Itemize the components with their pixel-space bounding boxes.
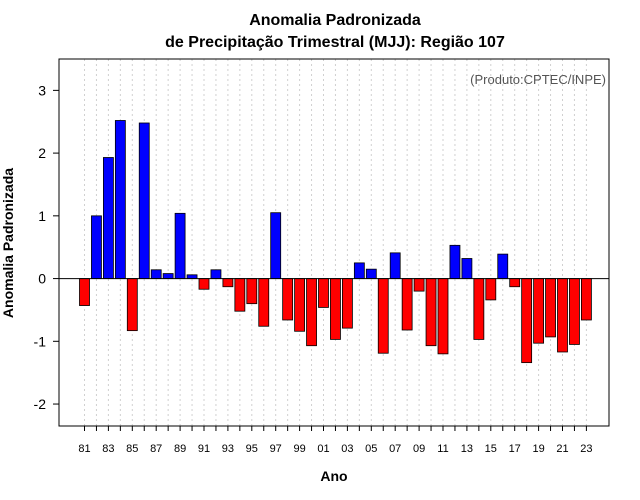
bar-2012 [449,244,461,279]
bars [79,120,592,364]
x-axis-title: Ano [320,468,347,484]
x-tick-label: 03 [341,443,353,455]
bar-2018 [521,278,533,364]
bar-2002 [330,278,341,340]
bar-1997 [270,212,282,279]
x-tick-label: 15 [485,443,497,455]
y-tick-label: 2 [38,145,46,161]
x-tick-label: 17 [509,443,521,455]
y-tick-label: -1 [34,333,47,349]
y-tick-label: 3 [38,82,46,98]
bar-2007 [389,252,401,279]
bar-1983 [103,157,114,279]
x-tick-label: 95 [246,443,258,455]
x-tick-label: 13 [461,443,473,455]
bar-2008 [401,278,413,331]
x-tick-label: 19 [532,443,544,455]
y-axis-title: Anomalia Padronizada [0,168,16,318]
bar-2004 [353,262,365,279]
bar-2005 [365,268,377,279]
bar-1984 [114,120,126,279]
bar-2010 [425,278,437,347]
x-tick-label: 87 [150,443,162,455]
x-tick-label: 11 [437,443,448,455]
x-tick-label: 09 [413,443,425,455]
bar-1985 [126,278,138,332]
bar-2022 [569,278,580,345]
bar-2020 [545,278,556,338]
bar-1998 [282,278,294,321]
x-tick-label: 99 [293,443,305,455]
bar-2009 [413,278,425,292]
x-tick-label: 83 [102,443,114,455]
chart-title-line2: de Precipitação Trimestral (MJJ): Região… [165,34,505,51]
x-axis: 81 83 85 87 89 91 93 95 97 99 01 03 05 07 09 11 13 15 17 19… [78,426,593,455]
bar-1981 [79,278,90,306]
x-tick-label: 81 [78,443,90,455]
bar-2016 [497,253,509,279]
y-tick-label: -2 [34,396,47,412]
x-tick-label: 05 [365,443,377,455]
bar-2019 [533,278,544,344]
x-tick-label: 97 [270,443,282,455]
bar-1996 [258,278,270,327]
grid-lines [84,59,587,426]
product-annotation: (Produto:CPTEC/INPE) [470,72,606,87]
bar-1990 [186,274,198,279]
bar-2023 [581,278,592,321]
bar-2014 [473,278,485,340]
bar-2011 [437,278,449,355]
x-tick-label: 01 [317,443,329,455]
bar-2001 [318,278,329,308]
x-tick-label: 21 [556,443,568,455]
bar-1982 [91,215,102,279]
bar-1993 [222,278,234,288]
bar-2013 [461,258,473,279]
bar-1995 [246,278,258,305]
bar-1991 [198,278,210,290]
bar-1988 [162,273,174,279]
bar-1994 [234,278,246,312]
y-axis: -2 -1 0 1 2 3 [34,82,59,412]
bar-2021 [557,278,568,353]
plot-frame [58,58,610,427]
bar-2006 [377,278,389,354]
x-tick-label: 85 [126,443,138,455]
x-tick-label: 23 [580,443,592,455]
bar-2015 [485,278,497,301]
x-tick-label: 93 [222,443,234,455]
bar-1992 [210,269,222,279]
bar-1999 [294,278,306,332]
y-tick-label: 0 [38,271,46,287]
x-tick-label: 89 [174,443,186,455]
bar-1989 [174,212,186,279]
x-tick-label: 91 [198,443,210,455]
chart-title-line1: Anomalia Padronizada [249,12,421,29]
bar-1986 [138,122,150,279]
bar-2017 [509,278,521,288]
y-tick-label: 1 [38,208,46,224]
bar-1987 [150,269,162,279]
bar-2000 [306,278,317,347]
x-tick-label: 07 [389,443,401,455]
bar-2003 [341,278,353,329]
